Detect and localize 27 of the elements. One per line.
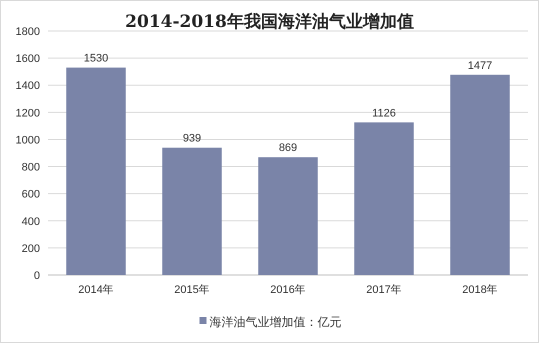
bar	[66, 68, 126, 275]
bar	[258, 157, 318, 275]
y-tick-label: 600	[22, 188, 40, 201]
data-label: 1126	[372, 107, 396, 120]
y-tick-label: 0	[34, 270, 40, 282]
x-tick-label: 2014年	[78, 284, 114, 296]
data-label: 1530	[84, 52, 108, 65]
bar	[450, 74, 510, 275]
y-tick-label: 1800	[16, 26, 40, 38]
y-tick-label: 1400	[16, 80, 40, 92]
x-tick-label: 2018年	[462, 284, 498, 296]
x-tick-label: 2015年	[174, 284, 210, 296]
y-tick-label: 400	[22, 216, 40, 228]
data-label: 869	[278, 142, 298, 154]
chart-title: 2014-2018年我国海洋油气业增加值	[125, 12, 414, 32]
bar	[162, 148, 222, 275]
y-tick-label: 1600	[16, 53, 40, 66]
y-tick-label: 1000	[16, 134, 40, 146]
x-tick-label: 2016年	[270, 284, 306, 296]
y-tick-label: 200	[22, 242, 40, 255]
data-label: 1477	[468, 60, 492, 72]
bar	[354, 122, 414, 275]
y-tick-label: 800	[22, 162, 40, 174]
x-tick-label: 2017年	[366, 284, 402, 296]
y-tick-label: 1200	[16, 107, 40, 120]
legend-label: 海洋油气业增加值：亿元	[210, 315, 342, 329]
data-label: 939	[182, 132, 202, 145]
